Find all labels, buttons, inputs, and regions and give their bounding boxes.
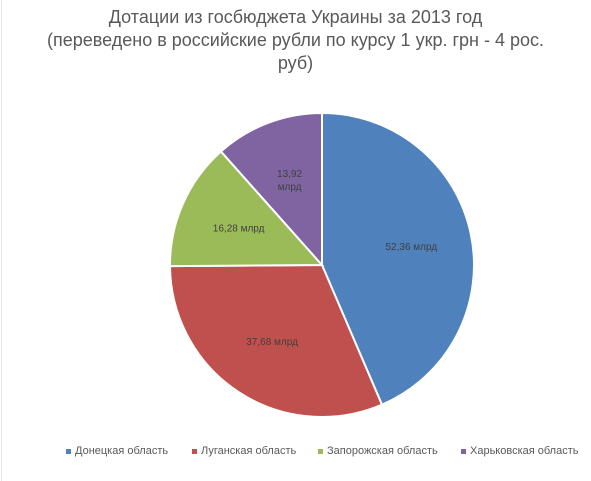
pie-slice-kharkiv [219, 111, 323, 268]
slice-label-kharkiv: 13,92 млрд [277, 169, 302, 193]
slice-label-line: млрд [278, 182, 302, 193]
slice-label-donetsk: 52,36 млрд [385, 242, 437, 253]
legend-swatch-kharkiv [461, 448, 466, 454]
legend: Донецкая область Луганская область Запор… [0, 445, 591, 461]
slice-label-line: 52,36 млрд [385, 242, 437, 253]
pie-slice-luhansk [168, 263, 384, 418]
legend-swatch-donetsk [66, 448, 71, 454]
chart-title-line-1: Дотации из госбюджета Украины за 2013 го… [108, 7, 483, 27]
pie-slice-zaporizhzhia [169, 150, 325, 268]
legend-item-luhansk: Луганская область [192, 445, 296, 457]
chart-title: Дотации из госбюджета Украины за 2013 го… [0, 6, 591, 75]
legend-swatch-zaporizhzhia [318, 448, 323, 454]
slice-label-luhansk: 37,68 млрд [246, 337, 298, 348]
slice-label-line: 37,68 млрд [246, 337, 298, 348]
legend-swatch-luhansk [192, 448, 197, 454]
slice-label-line: 13,92 [277, 169, 302, 180]
chart-title-line-2: (переведено в российские рубли по курсу … [46, 30, 544, 50]
legend-label-luhansk: Луганская область [201, 445, 297, 457]
legend-item-zaporizhzhia: Запорожская область [318, 445, 438, 457]
slice-label-line: 16,28 млрд [213, 223, 265, 234]
legend-label-kharkiv: Харьковская область [470, 445, 579, 457]
chart-border [1, 0, 2, 481]
legend-item-donetsk: Донецкая область [66, 445, 168, 457]
legend-label-donetsk: Донецкая область [75, 445, 169, 457]
legend-label-zaporizhzhia: Запорожская область [327, 445, 438, 457]
slice-label-zaporizhzhia: 16,28 млрд [213, 223, 265, 234]
chart-title-line-3: руб) [277, 53, 314, 73]
legend-item-kharkiv: Харьковская область [461, 445, 579, 457]
pie-slice-donetsk [321, 111, 475, 406]
